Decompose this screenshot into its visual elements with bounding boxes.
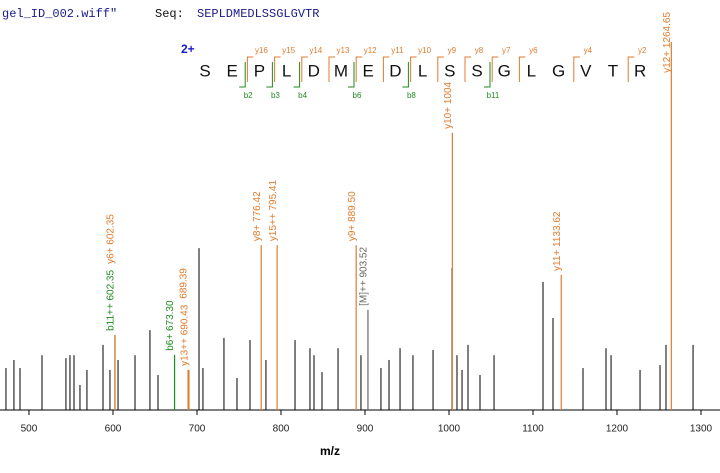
b-ion-label: b2 <box>244 91 253 100</box>
residue: D <box>308 61 320 80</box>
peak-label: y8+ 776.42 <box>252 191 263 241</box>
y-ion-bracket <box>355 56 363 82</box>
y-ion-bracket <box>382 56 390 82</box>
x-tick-label: 1200 <box>606 424 629 435</box>
peak-label: y15++ 795.41 <box>268 180 279 242</box>
b-ion-label: b6 <box>353 91 362 100</box>
x-tick-label: 1300 <box>690 424 713 435</box>
sequence: SEPLDMEDLSSGLGVTR <box>197 7 319 21</box>
peak-label: b6+ 673.30 <box>165 300 176 351</box>
y-ion-label: y7 <box>502 46 511 55</box>
residue: G <box>498 61 511 80</box>
seq-label: Seq: <box>155 7 184 21</box>
y-ion-bracket <box>328 56 335 82</box>
y-ion-label: y10 <box>418 46 431 55</box>
y-ion-bracket <box>518 56 526 82</box>
x-tick-label: 600 <box>105 424 122 435</box>
x-tick-label: 1100 <box>522 424 544 435</box>
residue: L <box>418 61 427 80</box>
residue: S <box>444 61 455 80</box>
peak-label: y9+ 889.50 <box>347 191 358 241</box>
y-ion-label: y9 <box>448 46 457 55</box>
b-ion-bracket <box>239 62 246 88</box>
residue: S <box>199 61 210 80</box>
y-ion-label: y15 <box>282 46 295 55</box>
b-ion-label: b3 <box>271 91 280 100</box>
b-ion-label: b8 <box>407 91 416 100</box>
residue: S <box>471 61 482 80</box>
y-ion-bracket <box>301 56 308 82</box>
residue: E <box>227 61 238 80</box>
y-ion-label: y14 <box>309 46 322 55</box>
peak-label: 689.39 <box>179 268 190 299</box>
b-ion-label: b11 <box>487 91 500 100</box>
y-ion-label: y4 <box>584 46 593 55</box>
residue: P <box>254 61 265 80</box>
charge-label: 2+ <box>181 42 195 56</box>
residue: L <box>282 61 291 80</box>
residue: M <box>334 61 348 80</box>
x-tick-label: 500 <box>21 424 38 435</box>
residue: D <box>389 61 401 80</box>
b-ion-label: b4 <box>298 91 307 100</box>
x-tick-label: 1000 <box>438 424 461 435</box>
y-ion-bracket <box>437 56 444 82</box>
y-ion-bracket <box>246 56 254 82</box>
b-ion-bracket <box>348 62 355 88</box>
peak-label: [M]++ 903.52 <box>359 247 370 306</box>
peak-label: y10+ 1004 <box>443 81 454 128</box>
y-ion-label: y8 <box>475 46 484 55</box>
y-ion-bracket <box>627 56 635 82</box>
file-name: gel_ID_002.wiff" <box>2 7 117 21</box>
b-ion-bracket <box>293 62 301 88</box>
peak-label: b11++ 602.35 <box>106 270 117 331</box>
y-ion-bracket <box>274 56 281 82</box>
b-ion-bracket <box>402 62 409 88</box>
y-ion-bracket <box>573 56 580 82</box>
peak-label: y12+ 1264.65 <box>662 12 673 73</box>
x-tick-label: 800 <box>273 424 290 435</box>
residue: L <box>527 61 536 80</box>
y-ion-bracket <box>464 56 471 82</box>
b-ion-bracket <box>266 62 273 88</box>
x-tick-label: 700 <box>189 424 206 435</box>
peak-label: y11+ 1133.62 <box>552 211 563 271</box>
residue: E <box>363 61 374 80</box>
residue: T <box>608 61 618 80</box>
residue: V <box>580 61 592 80</box>
y-ion-label: y2 <box>638 46 647 55</box>
y-ion-label: y11 <box>391 46 404 55</box>
x-axis-label: m/z <box>320 444 340 458</box>
y-ion-label: y6 <box>529 46 538 55</box>
peak-label: y6+ 602.35 <box>106 214 117 264</box>
y-ion-label: y13 <box>337 46 350 55</box>
residue: G <box>552 61 565 80</box>
y-ion-label: y12 <box>364 46 377 55</box>
x-tick-label: 900 <box>357 424 374 435</box>
y-ion-bracket <box>491 56 499 82</box>
peak-label: y13++ 690.43 <box>180 304 191 366</box>
y-ion-bracket <box>410 56 417 82</box>
b-ion-bracket <box>484 62 491 88</box>
residue: R <box>634 61 646 80</box>
y-ion-label: y16 <box>255 46 268 55</box>
